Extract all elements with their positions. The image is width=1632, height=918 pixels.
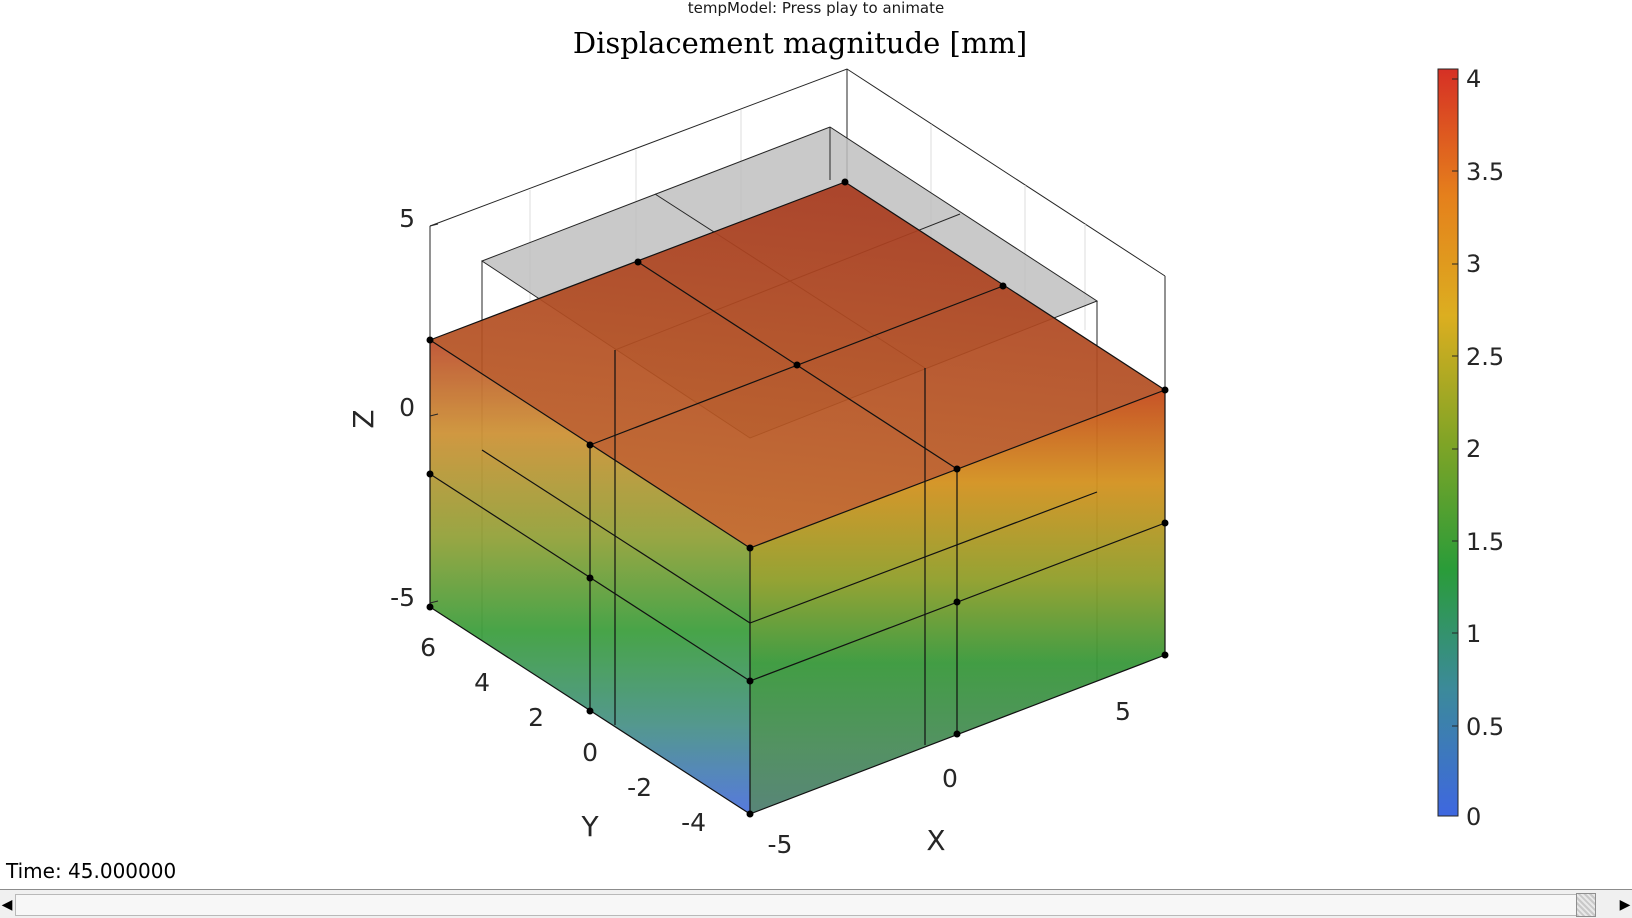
colorbar-tick-label: 0.5 [1466,713,1504,741]
z-tick-label: -5 [390,583,415,612]
colorbar-tick-label: 2 [1466,435,1481,463]
y-tick-label: 6 [420,633,436,662]
z-tick-label: 0 [399,393,415,422]
slider-left-arrow-icon[interactable]: ◀ [1,897,13,913]
y-tick-label: 0 [582,738,598,767]
figure-canvas[interactable]: Displacement magnitude [mm] 5 0 -5 Z 6 4… [0,0,1632,888]
x-axis-label: X [926,824,945,857]
colorbar-tick-label: 1 [1466,620,1481,648]
y-axis: 6 4 2 0 -2 -4 Y [420,633,706,843]
y-axis-label: Y [580,810,599,843]
axes-box [429,68,1166,392]
z-axis-label: Z [347,409,380,428]
slider-track[interactable] [15,894,1596,916]
y-tick-label: -4 [681,808,706,837]
colorbar-tick-label: 0 [1466,803,1481,831]
x-tick-label: 0 [942,764,958,793]
z-tick-label: 5 [399,204,415,233]
time-readout: Time: 45.000000 [6,859,177,883]
slider-thumb[interactable] [1576,893,1596,917]
plot-title: Displacement magnitude [mm] [573,26,1027,60]
mesh-nodes [426,178,1169,818]
y-tick-label: 2 [528,703,544,732]
x-axis: -5 0 5 X [768,697,1131,859]
colorbar-tick-label: 3.5 [1466,158,1504,186]
y-tick-label: 4 [474,668,490,697]
slider-right-arrow-icon[interactable]: ▶ [1619,897,1631,913]
colorbar-tick-label: 1.5 [1466,528,1504,556]
z-axis: 5 0 -5 Z [347,204,439,612]
colorbar-tick-label: 4 [1466,65,1481,93]
time-slider[interactable]: ◀ ▶ [0,889,1632,918]
x-tick-label: 5 [1115,697,1131,726]
colorbar-tick-label: 2.5 [1466,343,1504,371]
colorbar-tick-label: 3 [1466,250,1481,278]
x-tick-label: -5 [768,830,793,859]
colorbar: 4 3.5 3 2.5 2 1.5 1 0.5 0 [1437,65,1504,831]
y-tick-label: -2 [627,773,652,802]
colorbar-gradient [1437,68,1459,817]
window-title: tempModel: Press play to animate [687,0,945,17]
